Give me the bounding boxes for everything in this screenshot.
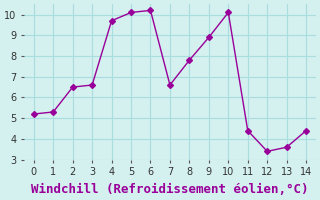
X-axis label: Windchill (Refroidissement éolien,°C): Windchill (Refroidissement éolien,°C) [31, 183, 309, 196]
